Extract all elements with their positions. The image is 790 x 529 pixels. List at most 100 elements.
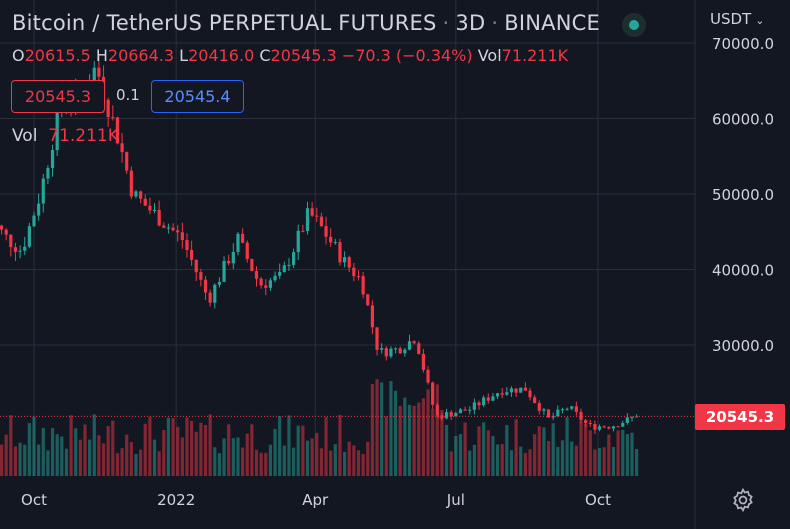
candle-body xyxy=(546,409,551,418)
volume-bar xyxy=(287,415,291,476)
candle-body xyxy=(120,143,124,153)
volume-bar xyxy=(315,432,319,476)
volume-bar xyxy=(273,428,277,476)
volume-bar xyxy=(180,437,184,476)
volume-bar xyxy=(185,417,189,476)
volume-bar xyxy=(319,448,324,476)
price-tick-label: 40000.0 xyxy=(712,262,774,280)
candle-body xyxy=(231,251,235,264)
candle-body xyxy=(32,215,36,227)
candle-body xyxy=(361,276,365,295)
candle-body xyxy=(92,67,96,89)
last-price-tag: 20545.3 xyxy=(695,404,785,430)
volume-bar xyxy=(166,417,171,476)
volume-bar xyxy=(486,430,490,476)
volume-bar xyxy=(250,424,254,476)
candle-body xyxy=(393,348,398,350)
volume-bar xyxy=(514,419,518,476)
candle-body xyxy=(268,280,273,288)
volume-bar xyxy=(366,441,370,476)
candle-body xyxy=(329,236,333,243)
candle-body xyxy=(519,387,523,393)
volume-bar xyxy=(176,426,180,476)
candle-body xyxy=(352,267,356,277)
candle-body xyxy=(421,353,425,370)
volume-bar xyxy=(458,434,463,476)
candle-body xyxy=(426,369,430,383)
candle-body xyxy=(305,208,310,231)
candle-body xyxy=(347,257,351,268)
candle-body xyxy=(556,409,560,417)
candle-body xyxy=(190,249,194,260)
volume-bar xyxy=(477,426,481,476)
candle-body xyxy=(579,411,583,421)
volume-bar xyxy=(574,445,578,476)
candle-body xyxy=(278,271,282,276)
volume-bar xyxy=(120,448,124,476)
candle-body xyxy=(570,406,574,409)
candle-body xyxy=(431,382,435,405)
volume-bar xyxy=(333,444,337,476)
candle-body xyxy=(616,426,620,428)
volume-bar xyxy=(88,439,92,476)
candle-body xyxy=(227,260,231,264)
candle-body xyxy=(125,152,129,171)
volume-bar xyxy=(370,384,374,476)
candle-body xyxy=(37,203,41,216)
volume-bar xyxy=(431,408,435,476)
candle-body xyxy=(291,252,296,265)
candle-body xyxy=(542,409,546,411)
volume-bar xyxy=(301,425,305,476)
volume-bar xyxy=(13,446,18,476)
chevron-down-icon: ⌄ xyxy=(755,14,765,27)
gear-icon[interactable] xyxy=(730,487,756,513)
volume-bar xyxy=(421,398,425,476)
symbol-title[interactable]: Bitcoin / TetherUS PERPETUAL FUTURES · 3D ·… xyxy=(12,11,600,35)
status-dot-icon[interactable] xyxy=(622,13,646,37)
volume-bar xyxy=(384,416,388,476)
volume-bar xyxy=(533,434,537,476)
volume-bar xyxy=(565,417,569,476)
volume-legend-label: Vol xyxy=(12,126,38,146)
volume-bar xyxy=(171,418,175,476)
candle-body xyxy=(477,402,481,406)
volume-bar xyxy=(74,428,78,476)
volume-bar xyxy=(347,441,351,476)
candle-body xyxy=(152,209,157,211)
currency-selector[interactable]: USDT ⌄ xyxy=(710,10,764,28)
candle-body xyxy=(417,343,421,354)
volume-bar xyxy=(324,417,328,476)
candle-body xyxy=(560,409,565,411)
close-value: 20545.3 xyxy=(270,46,337,65)
volume-bar xyxy=(282,445,286,476)
buy-button[interactable]: 20545.4 xyxy=(151,80,244,113)
volume-bar xyxy=(97,435,101,476)
volume-bar xyxy=(278,416,282,476)
volume-bar xyxy=(380,382,384,476)
candle-body xyxy=(245,242,249,259)
price-tick-label: 70000.0 xyxy=(712,35,774,53)
volume-bar xyxy=(426,389,430,476)
sell-button[interactable]: 20545.3 xyxy=(11,80,105,113)
candle-body xyxy=(375,327,379,350)
time-tick-label: Apr xyxy=(302,491,329,509)
volume-bar xyxy=(310,438,314,476)
spread-value: 0.1 xyxy=(116,86,140,104)
volume-bar xyxy=(482,422,486,476)
candle-body xyxy=(27,226,31,247)
volume-bar xyxy=(602,447,606,476)
candle-body xyxy=(630,417,634,419)
candle-body xyxy=(463,409,467,411)
candle-body xyxy=(486,397,490,401)
volume-bar xyxy=(64,448,69,476)
volume-bar xyxy=(264,452,268,476)
symbol-name: Bitcoin / TetherUS PERPETUAL FUTURES xyxy=(12,11,437,35)
candle-body xyxy=(111,116,115,118)
volume-bar xyxy=(18,442,22,476)
candle-body xyxy=(621,422,625,427)
candle-body xyxy=(208,292,212,303)
volume-bar xyxy=(157,451,161,476)
candle-body xyxy=(46,167,50,179)
volume-bar xyxy=(449,451,453,476)
